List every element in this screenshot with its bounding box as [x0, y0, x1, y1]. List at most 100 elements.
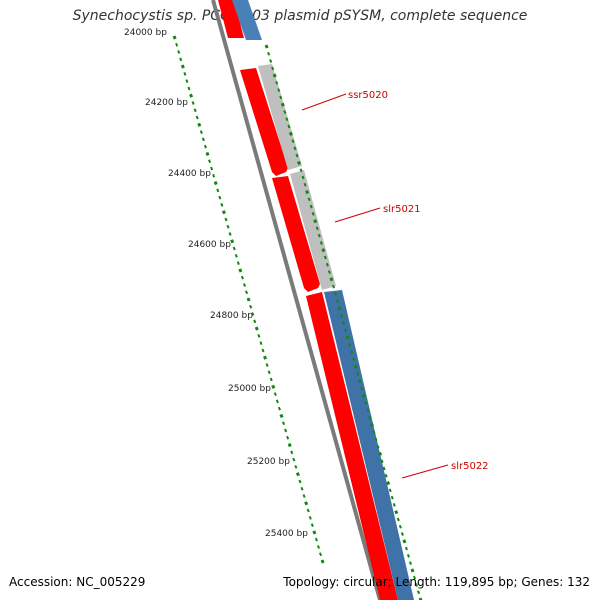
ruler-right-tick	[398, 524, 402, 529]
ruler-left-tick	[208, 159, 212, 164]
ruler-left-tick	[218, 195, 222, 200]
ruler-left-tick	[220, 203, 224, 207]
ruler-left-tick	[199, 130, 203, 134]
page-title: Synechocystis sp. PCC 6803 plasmid pSYSM…	[72, 8, 528, 24]
ruler-left-tick	[236, 261, 240, 265]
ruler-left-tick	[263, 355, 268, 360]
ruler-right-tick	[287, 124, 291, 129]
ruler-left-tick	[242, 283, 247, 287]
ruler-right-tick	[342, 321, 346, 325]
ruler-left-tick	[185, 79, 189, 84]
gene-forward-ssr5020[interactable]	[240, 68, 288, 176]
ruler-right-tick	[392, 503, 396, 507]
ruler-left-tick	[205, 151, 210, 157]
scale-label-24200: 24200 bp	[145, 98, 188, 108]
ruler-left-tick	[249, 304, 253, 309]
ruler-left-tick	[183, 72, 187, 76]
ruler-left-tick	[230, 239, 235, 244]
scale-label-25200: 25200 bp	[247, 457, 290, 467]
ruler-right-tick	[264, 44, 269, 49]
ruler-left-tick	[197, 122, 202, 127]
ruler-right-tick	[361, 393, 366, 398]
ruler-left-tick	[172, 35, 177, 40]
ruler-left-tick	[251, 312, 255, 316]
ruler-right-tick	[402, 539, 407, 544]
ruler-right-tick	[344, 328, 348, 333]
ruler-left-tick	[175, 42, 179, 47]
ruler-left-tick	[302, 494, 306, 498]
ruler-left-tick	[310, 523, 314, 527]
scale-label-24400: 24400 bp	[168, 169, 211, 179]
ruler-right-tick	[272, 73, 277, 78]
ruler-right-tick	[406, 553, 410, 558]
gene-forward-slr5021[interactable]	[272, 176, 320, 292]
ruler-right-tick	[323, 255, 327, 260]
ruler-dotted-line	[172, 35, 423, 600]
ruler-left-tick	[179, 57, 183, 62]
ruler-left-tick	[294, 465, 298, 469]
gene-reverse-top[interactable]	[232, 0, 262, 40]
scale-labels: 24000 bp 24200 bp 24400 bp 24600 bp 2480…	[124, 28, 308, 539]
ruler-left-tick	[292, 457, 296, 462]
gene-reverse-slr5022[interactable]	[324, 290, 414, 600]
sequence-backbone	[211, 0, 382, 600]
ruler-right-tick	[388, 488, 392, 493]
ruler-left-tick	[269, 377, 273, 382]
ruler-right-tick	[288, 131, 293, 136]
ruler-left-tick	[213, 180, 218, 186]
ruler-right-tick	[417, 590, 421, 595]
ruler-left-tick	[180, 64, 185, 69]
ruler-right-tick	[369, 422, 374, 427]
gene-forward-top[interactable]	[218, 0, 244, 38]
ruler-right-tick	[337, 306, 342, 311]
ruler-left-tick	[265, 363, 269, 367]
ruler-left-tick	[187, 86, 191, 91]
ruler-right-tick	[380, 459, 384, 464]
ruler-right-tick	[331, 284, 335, 289]
gene-gray-ssr5020[interactable]	[258, 64, 302, 170]
ruler-right-tick	[340, 313, 344, 318]
ruler-right-tick	[353, 364, 358, 369]
ruler-right-tick	[400, 532, 404, 536]
ruler-left-tick	[210, 166, 214, 171]
accession-text: Accession: NC_005229	[9, 575, 146, 589]
ruler-right-tick	[360, 386, 364, 391]
ruler-right-tick	[368, 415, 372, 420]
ruler-left-tick	[284, 428, 288, 433]
ruler-left-tick	[216, 188, 220, 193]
ruler-right-tick	[386, 481, 391, 486]
ruler-right-tick	[345, 335, 350, 340]
ruler-left-tick	[314, 537, 318, 542]
ruler-left-tick	[308, 515, 312, 520]
ruler-left-tick	[295, 472, 300, 477]
ruler-right-tick	[293, 146, 297, 151]
ruler-right-tick	[295, 153, 299, 158]
ruler-left-tick	[234, 253, 238, 258]
ruler-left-tick	[201, 137, 205, 142]
ruler-right-tick	[412, 575, 417, 580]
gene-label-slr5022[interactable]: slr5022	[451, 461, 489, 472]
ruler-right-tick	[352, 357, 356, 362]
gene-gray-slr5021[interactable]	[290, 170, 336, 290]
gene-label-ssr5020[interactable]: ssr5020	[348, 90, 388, 101]
ruler-right-tick	[390, 495, 394, 500]
ruler-left-tick	[279, 413, 284, 419]
scale-label-24600: 24600 bp	[188, 240, 231, 250]
ruler-right-tick	[325, 262, 329, 267]
ruler-right-tick	[301, 175, 305, 180]
ruler-left-tick	[191, 101, 195, 105]
ruler-right-tick	[378, 451, 383, 457]
ruler-left-tick	[193, 108, 197, 113]
gene-label-slr5021[interactable]: slr5021	[383, 204, 421, 215]
ruler-right-tick	[271, 66, 275, 71]
ruler-right-tick	[299, 168, 303, 173]
ruler-right-tick	[329, 277, 334, 282]
ruler-left-tick	[228, 232, 232, 236]
ruler-left-tick	[224, 217, 228, 222]
ruler-right-tick	[275, 81, 279, 85]
ruler-left-tick	[212, 173, 216, 178]
gene-forward-slr5022[interactable]	[306, 292, 398, 600]
ruler-right-tick	[376, 444, 380, 449]
ruler-left-tick	[238, 268, 243, 273]
